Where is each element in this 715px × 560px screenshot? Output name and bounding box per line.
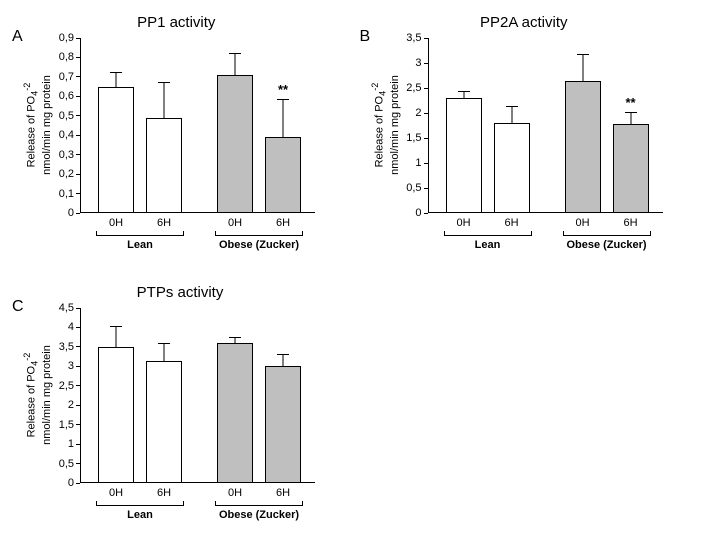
y-tick-label: 0 bbox=[68, 207, 80, 219]
bar bbox=[565, 81, 601, 214]
y-tick-label: 1,5 bbox=[59, 419, 80, 431]
y-tick-label: 2 bbox=[68, 399, 80, 411]
y-tick-label: 0,5 bbox=[59, 458, 80, 470]
bar bbox=[265, 137, 301, 213]
significance-marker: ** bbox=[625, 95, 635, 110]
y-tick-label: 3,5 bbox=[59, 341, 80, 353]
y-tick-label: 0,8 bbox=[59, 51, 80, 63]
y-tick-label: 2,5 bbox=[406, 82, 427, 94]
bar bbox=[98, 87, 134, 213]
bar bbox=[146, 118, 182, 213]
significance-marker: ** bbox=[278, 82, 288, 97]
y-tick-label: 0,6 bbox=[59, 90, 80, 102]
y-tick-label: 1,5 bbox=[406, 132, 427, 144]
y-tick-label: 0,1 bbox=[59, 188, 80, 200]
x-category-label: 6H bbox=[157, 487, 171, 499]
x-category-label: 0H bbox=[228, 487, 242, 499]
y-tick-label: 0 bbox=[68, 477, 80, 489]
y-tick-label: 4,5 bbox=[59, 302, 80, 314]
x-category-label: 6H bbox=[276, 217, 290, 229]
y-tick-label: 0,9 bbox=[59, 32, 80, 44]
x-category-label: 0H bbox=[109, 487, 123, 499]
bar bbox=[265, 366, 301, 483]
y-tick-label: 3,5 bbox=[406, 32, 427, 44]
y-axis-label: Release of PO4-2nmol/min mg protein bbox=[371, 38, 401, 213]
x-category-label: 6H bbox=[276, 487, 290, 499]
group-label: Lean bbox=[475, 239, 501, 251]
x-category-label: 6H bbox=[157, 217, 171, 229]
y-tick-label: 0,5 bbox=[406, 182, 427, 194]
y-tick-label: 0,7 bbox=[59, 71, 80, 83]
bar bbox=[217, 343, 253, 483]
y-tick-label: 1 bbox=[68, 438, 80, 450]
y-tick-label: 0,2 bbox=[59, 168, 80, 180]
y-tick-label: 0,5 bbox=[59, 110, 80, 122]
bar bbox=[98, 347, 134, 483]
bar bbox=[146, 361, 182, 484]
plot-area: 00,511,522,533,5** bbox=[428, 38, 663, 213]
y-tick-label: 4 bbox=[68, 321, 80, 333]
y-tick-label: 0,4 bbox=[59, 129, 80, 141]
y-tick-label: 3 bbox=[415, 57, 427, 69]
x-category-label: 6H bbox=[504, 217, 518, 229]
bar bbox=[494, 123, 530, 213]
panel-C: CPTPs activityRelease of PO4-2nmol/min m… bbox=[10, 280, 350, 540]
y-tick-label: 1 bbox=[415, 157, 427, 169]
plot-area: 00,10,20,30,40,50,60,70,80,9** bbox=[80, 38, 315, 213]
x-category-label: 0H bbox=[456, 217, 470, 229]
x-category-label: 6H bbox=[623, 217, 637, 229]
y-tick-label: 2 bbox=[415, 107, 427, 119]
y-tick-label: 2,5 bbox=[59, 380, 80, 392]
bar bbox=[613, 124, 649, 213]
group-label: Obese (Zucker) bbox=[219, 239, 299, 251]
x-category-label: 0H bbox=[109, 217, 123, 229]
chart-title: PTPs activity bbox=[10, 284, 350, 301]
bar bbox=[217, 75, 253, 213]
x-category-label: 0H bbox=[575, 217, 589, 229]
group-label: Lean bbox=[127, 509, 153, 521]
group-label: Lean bbox=[127, 239, 153, 251]
x-category-label: 0H bbox=[228, 217, 242, 229]
panel-B: BPP2A activityRelease of PO4-2nmol/min m… bbox=[358, 10, 691, 270]
plot-area: 00,511,522,533,544,5 bbox=[80, 308, 315, 483]
y-tick-label: 0 bbox=[415, 207, 427, 219]
y-axis-label: Release of PO4-2nmol/min mg protein bbox=[23, 308, 53, 483]
chart-title: PP2A activity bbox=[358, 14, 691, 31]
y-tick-label: 0,3 bbox=[59, 149, 80, 161]
group-label: Obese (Zucker) bbox=[566, 239, 646, 251]
bar bbox=[446, 98, 482, 213]
chart-title: PP1 activity bbox=[10, 14, 343, 31]
y-tick-label: 3 bbox=[68, 360, 80, 372]
group-label: Obese (Zucker) bbox=[219, 509, 299, 521]
y-axis-label: Release of PO4-2nmol/min mg protein bbox=[23, 38, 53, 213]
panel-A: APP1 activityRelease of PO4-2nmol/min mg… bbox=[10, 10, 343, 270]
